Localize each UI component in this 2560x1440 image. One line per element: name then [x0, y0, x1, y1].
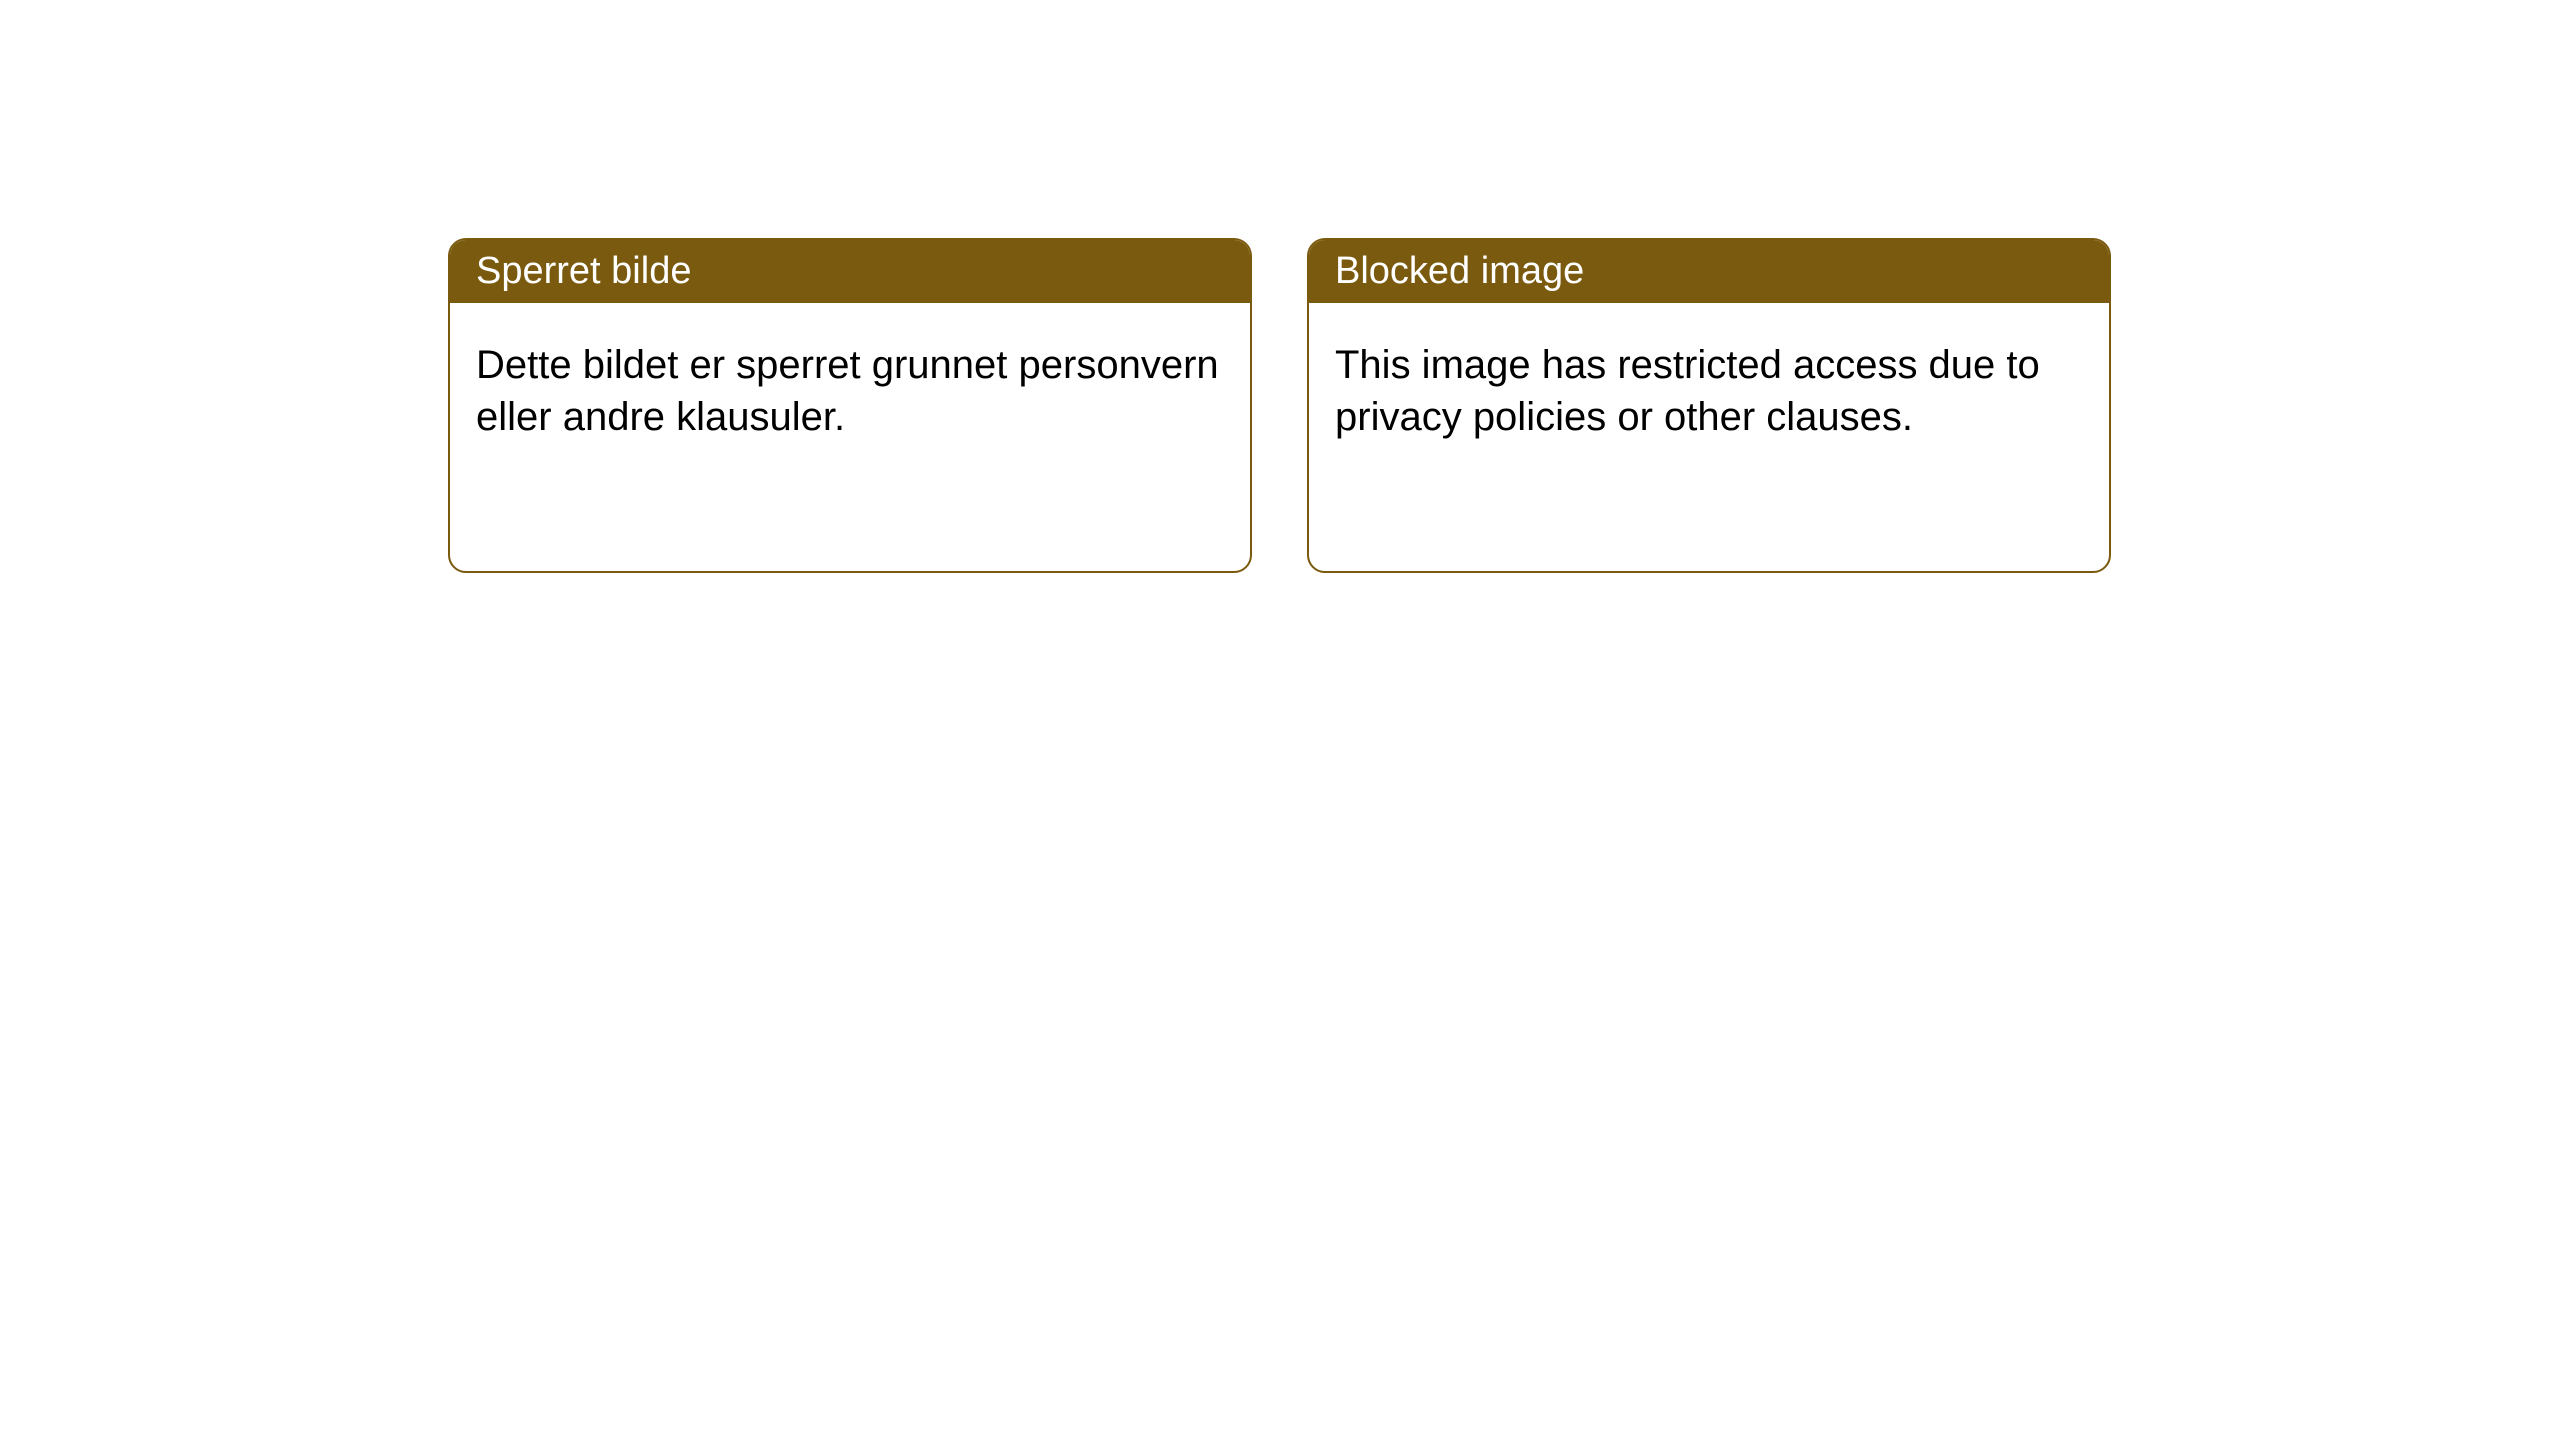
notice-card-title: Sperret bilde [476, 250, 691, 292]
notice-card-title: Blocked image [1335, 250, 1584, 292]
notice-card-header: Blocked image [1309, 240, 2109, 303]
notice-card-text: Dette bildet er sperret grunnet personve… [476, 343, 1219, 439]
notice-card-text: This image has restricted access due to … [1335, 343, 2040, 439]
notice-card-english: Blocked image This image has restricted … [1307, 238, 2111, 573]
notice-card-header: Sperret bilde [450, 240, 1250, 303]
notice-card-body: Dette bildet er sperret grunnet personve… [450, 303, 1250, 479]
notice-cards-container: Sperret bilde Dette bildet er sperret gr… [0, 0, 2560, 573]
notice-card-norwegian: Sperret bilde Dette bildet er sperret gr… [448, 238, 1252, 573]
notice-card-body: This image has restricted access due to … [1309, 303, 2109, 479]
